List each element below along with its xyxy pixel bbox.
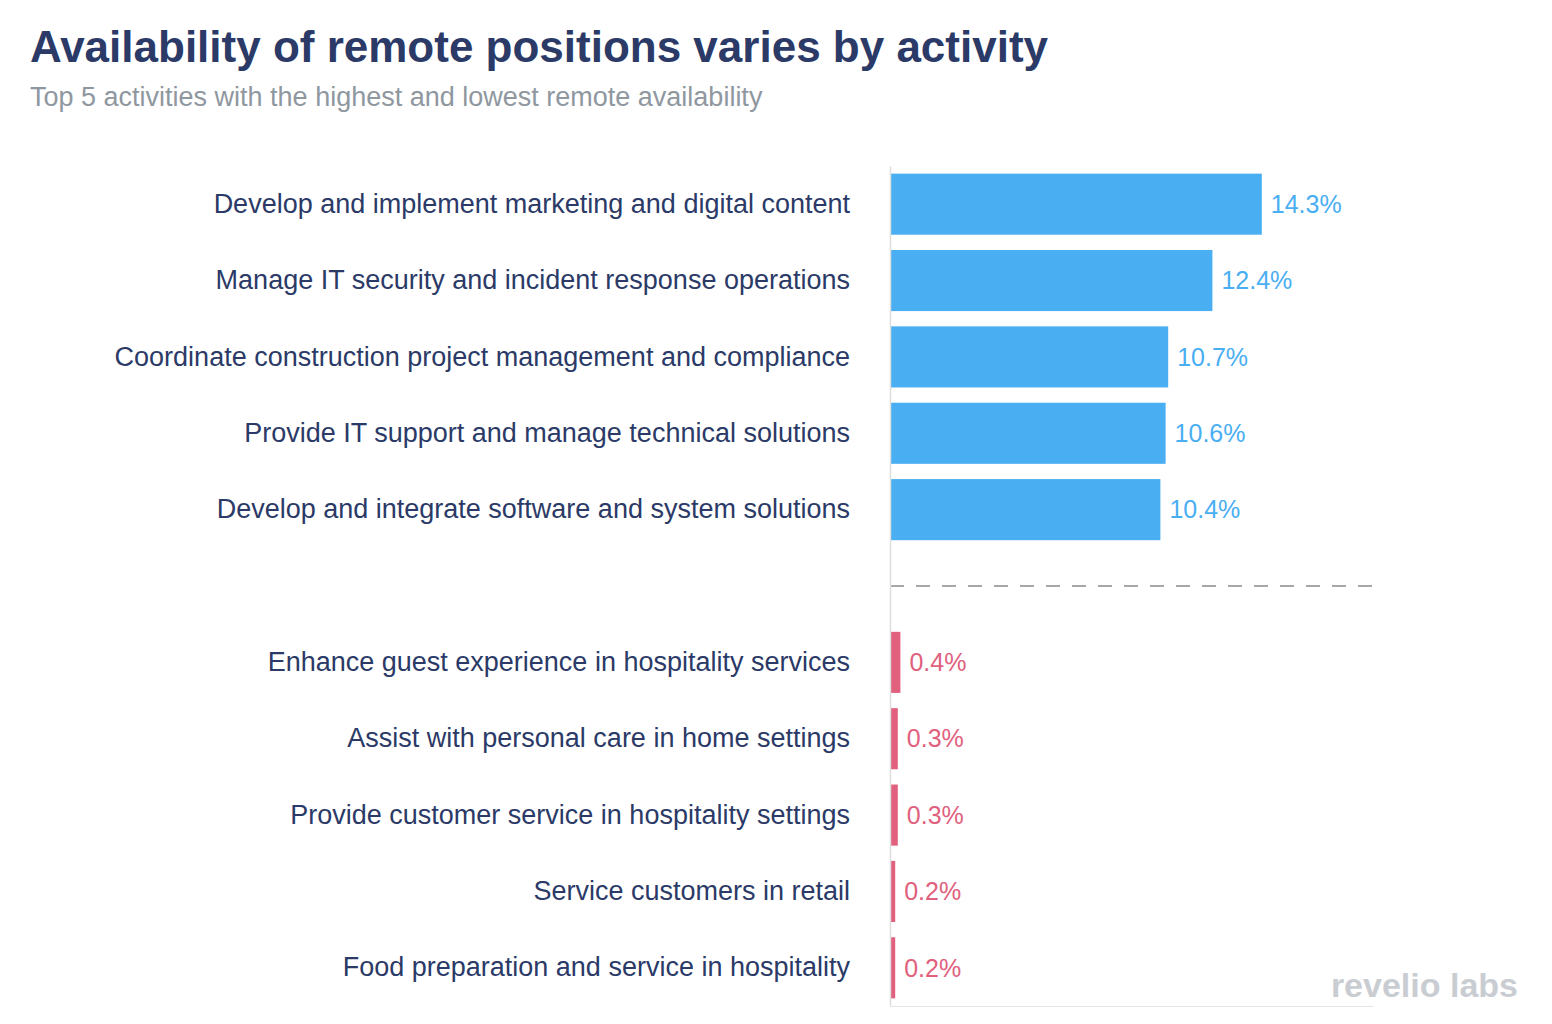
x-axis-line [891, 1006, 1375, 1007]
bar [890, 479, 1160, 540]
y-tick: Coordinate construction project manageme… [115, 342, 890, 372]
data-label: 10.4% [1169, 495, 1240, 523]
y-tick: Manage IT security and incident response… [216, 265, 890, 295]
data-label: 0.3% [907, 801, 964, 829]
y-tick-label: Food preparation and service in hospital… [343, 952, 851, 982]
data-label: 0.3% [907, 724, 964, 752]
y-tick: Provide IT support and manage technical … [244, 418, 890, 448]
y-tick: Service customers in retail [533, 876, 890, 906]
y-tick-label: Service customers in retail [533, 876, 850, 906]
data-label: 14.3% [1271, 190, 1342, 218]
y-tick: Enhance guest experience in hospitality … [268, 647, 890, 677]
data-label: 0.2% [904, 877, 961, 905]
bar [890, 326, 1168, 387]
data-label: 10.6% [1175, 419, 1246, 447]
y-tick: Develop and integrate software and syste… [217, 494, 890, 524]
data-label: 10.7% [1177, 343, 1248, 371]
bar [890, 174, 1262, 235]
y-axis: Develop and implement marketing and digi… [115, 167, 891, 1007]
data-label: 12.4% [1221, 266, 1292, 294]
y-tick-label: Enhance guest experience in hospitality … [268, 647, 850, 677]
y-tick-label: Develop and implement marketing and digi… [214, 189, 851, 219]
data-labels: 14.3% 12.4% 10.7% 10.6% 10.4% 0.4% 0.3% 0.3% 0.2… [904, 190, 1341, 982]
bar [890, 403, 1166, 464]
data-label: 0.2% [904, 954, 961, 982]
bar [890, 632, 900, 693]
y-tick: Provide customer service in hospitality … [290, 800, 890, 830]
bar [890, 250, 1212, 311]
y-tick-label: Coordinate construction project manageme… [115, 342, 850, 372]
y-tick-label: Provide customer service in hospitality … [290, 800, 850, 830]
y-axis-line [890, 167, 892, 1007]
data-label: 0.4% [909, 648, 966, 676]
y-tick: Assist with personal care in home settin… [347, 723, 890, 753]
bars [890, 174, 1262, 999]
y-tick-label: Assist with personal care in home settin… [347, 723, 850, 753]
y-tick-label: Provide IT support and manage technical … [244, 418, 850, 448]
chart: Availability of remote positions varies … [0, 0, 1552, 1024]
x-axis [891, 1006, 1375, 1007]
separator [890, 585, 1374, 587]
source: revelio labs [1331, 966, 1518, 1004]
subtitle: Top 5 activities with the highest and lo… [30, 82, 763, 112]
y-tick-label: Develop and integrate software and syste… [217, 494, 850, 524]
y-tick-label: Manage IT security and incident response… [216, 265, 850, 295]
y-tick: Develop and implement marketing and digi… [214, 189, 890, 219]
title: Availability of remote positions varies … [30, 22, 1049, 71]
y-tick: Food preparation and service in hospital… [343, 952, 890, 982]
